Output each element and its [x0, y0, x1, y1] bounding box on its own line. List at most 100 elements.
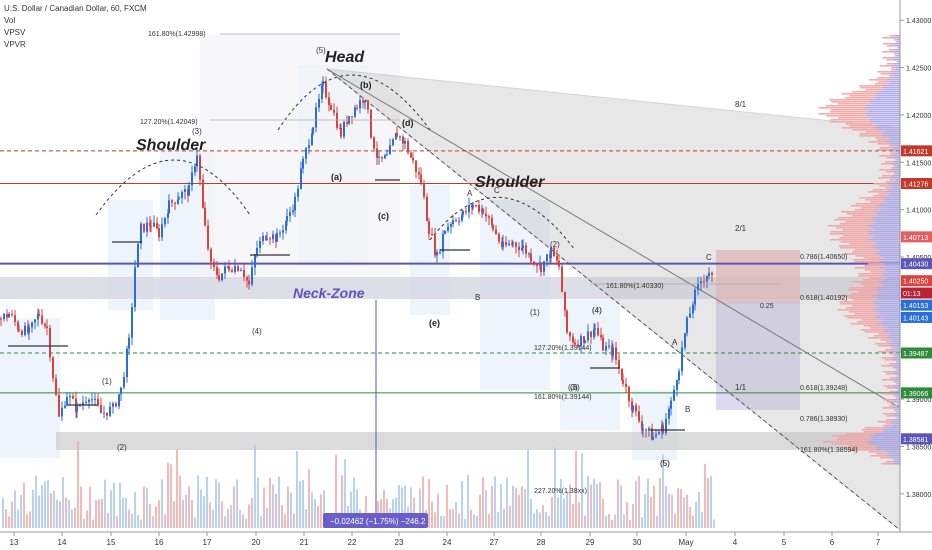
candle-body	[475, 205, 477, 207]
volume-profile-bar	[873, 195, 888, 197]
candle-body	[330, 105, 332, 110]
indicator-vpvr[interactable]: VPVR	[4, 40, 26, 49]
volume-bar	[518, 494, 520, 528]
volume-profile-bar	[870, 219, 900, 221]
candle-body	[91, 399, 93, 401]
volume-bar	[542, 504, 544, 528]
price-tick-label: 1.42000	[906, 113, 931, 120]
candle-body	[49, 327, 51, 358]
volume-profile-bar	[845, 447, 876, 449]
candle-body	[404, 141, 406, 144]
time-tick-label: 15	[107, 538, 116, 547]
candle-body	[468, 205, 470, 213]
volume-bar	[668, 493, 670, 528]
volume-profile-bar	[869, 277, 887, 279]
background-zone	[560, 300, 620, 430]
volume-profile-bar	[893, 395, 898, 397]
price-badge-label: 1.41621	[903, 149, 928, 156]
indicator-vpsv[interactable]: VPSV	[4, 28, 26, 37]
volume-profile-bar	[881, 135, 900, 137]
candle-body	[676, 380, 678, 390]
volume-bar	[179, 475, 181, 528]
volume-profile-bar	[876, 449, 900, 451]
fib-label: 127.20%(1.39144)	[534, 345, 592, 352]
candle-body	[153, 222, 155, 227]
fib-label: 0.786(1.38930)	[800, 416, 847, 423]
volume-bar	[74, 507, 76, 528]
indicator-vol[interactable]: Vol	[4, 16, 16, 25]
volume-profile-bar	[883, 385, 893, 387]
volume-profile-bar	[883, 371, 893, 373]
volume-bar	[476, 515, 478, 528]
volume-profile-bar	[895, 151, 900, 153]
volume-bar	[515, 488, 517, 528]
volume-bar	[77, 441, 79, 528]
volume-bar	[434, 512, 436, 528]
wave-label: C	[706, 253, 712, 262]
volume-profile-bar	[872, 437, 900, 439]
wave-label: (3)	[570, 383, 580, 392]
volume-bar	[554, 447, 556, 528]
candle-body	[266, 238, 268, 240]
volume-bar	[467, 475, 469, 528]
volume-bar	[707, 478, 709, 528]
candle-body	[622, 379, 624, 384]
volume-bar	[335, 454, 337, 528]
volume-profile-bar	[878, 305, 900, 307]
volume-bar	[689, 506, 691, 528]
volume-profile-bar	[885, 141, 900, 143]
volume-bar	[548, 515, 550, 528]
volume-profile-bar	[853, 259, 880, 261]
volume-profile-bar	[881, 85, 900, 87]
candle-body	[82, 402, 84, 406]
volume-profile-bar	[895, 55, 898, 57]
volume-profile-bar	[885, 349, 894, 351]
symbol-title[interactable]: U.S. Dollar / Canadian Dollar, 60, FXCM	[4, 4, 147, 13]
volume-profile-bar	[861, 319, 883, 321]
volume-profile-bar	[845, 123, 876, 125]
fib-label: 0.25	[760, 303, 774, 310]
volume-bar	[224, 516, 226, 528]
volume-profile-bar	[879, 267, 900, 269]
volume-profile-bar	[893, 341, 900, 343]
volume-profile-bar	[825, 105, 867, 107]
candle-body	[134, 267, 136, 308]
volume-profile-bar	[895, 411, 899, 413]
volume-profile-bar	[875, 137, 889, 139]
volume-profile-bar	[837, 117, 873, 119]
candle-body	[668, 408, 670, 419]
candle-body	[584, 340, 586, 343]
volume-profile-bar	[874, 253, 900, 255]
price-badge	[901, 287, 932, 299]
volume-profile-bar	[882, 319, 900, 321]
time-tick-label: 27	[490, 538, 499, 547]
candle-body	[608, 345, 610, 347]
volume-profile-bar	[890, 69, 896, 71]
volume-profile-bar	[893, 187, 900, 189]
candle-body	[628, 386, 630, 402]
volume-profile-bar	[829, 99, 869, 101]
candle-body	[378, 156, 380, 158]
candle-body	[662, 424, 664, 433]
time-tick-label: 4	[733, 538, 738, 547]
volume-bar	[137, 515, 139, 528]
volume-bar	[35, 475, 37, 528]
volume-profile-bar	[877, 323, 900, 325]
candle-body	[697, 283, 699, 290]
volume-bar	[356, 489, 358, 528]
time-axis[interactable]: 13 14 15 16 17 20 21 22 23 24 27 28 29 30 May 4 5 6 7	[10, 532, 881, 547]
candle-body	[318, 98, 320, 108]
volume-profile-bar	[897, 403, 899, 405]
volume-profile-bar	[882, 87, 900, 89]
wave-label: (c)	[378, 211, 389, 221]
volume-bar	[194, 517, 196, 528]
volume-profile-bar	[863, 113, 900, 115]
volume-profile-bar	[864, 265, 884, 267]
candle-body	[269, 238, 271, 240]
volume-profile-bar	[882, 175, 892, 177]
volume-bar	[29, 511, 31, 528]
volume-bar	[647, 478, 649, 528]
volume-profile-bar	[872, 303, 900, 305]
candle-body	[711, 272, 713, 276]
